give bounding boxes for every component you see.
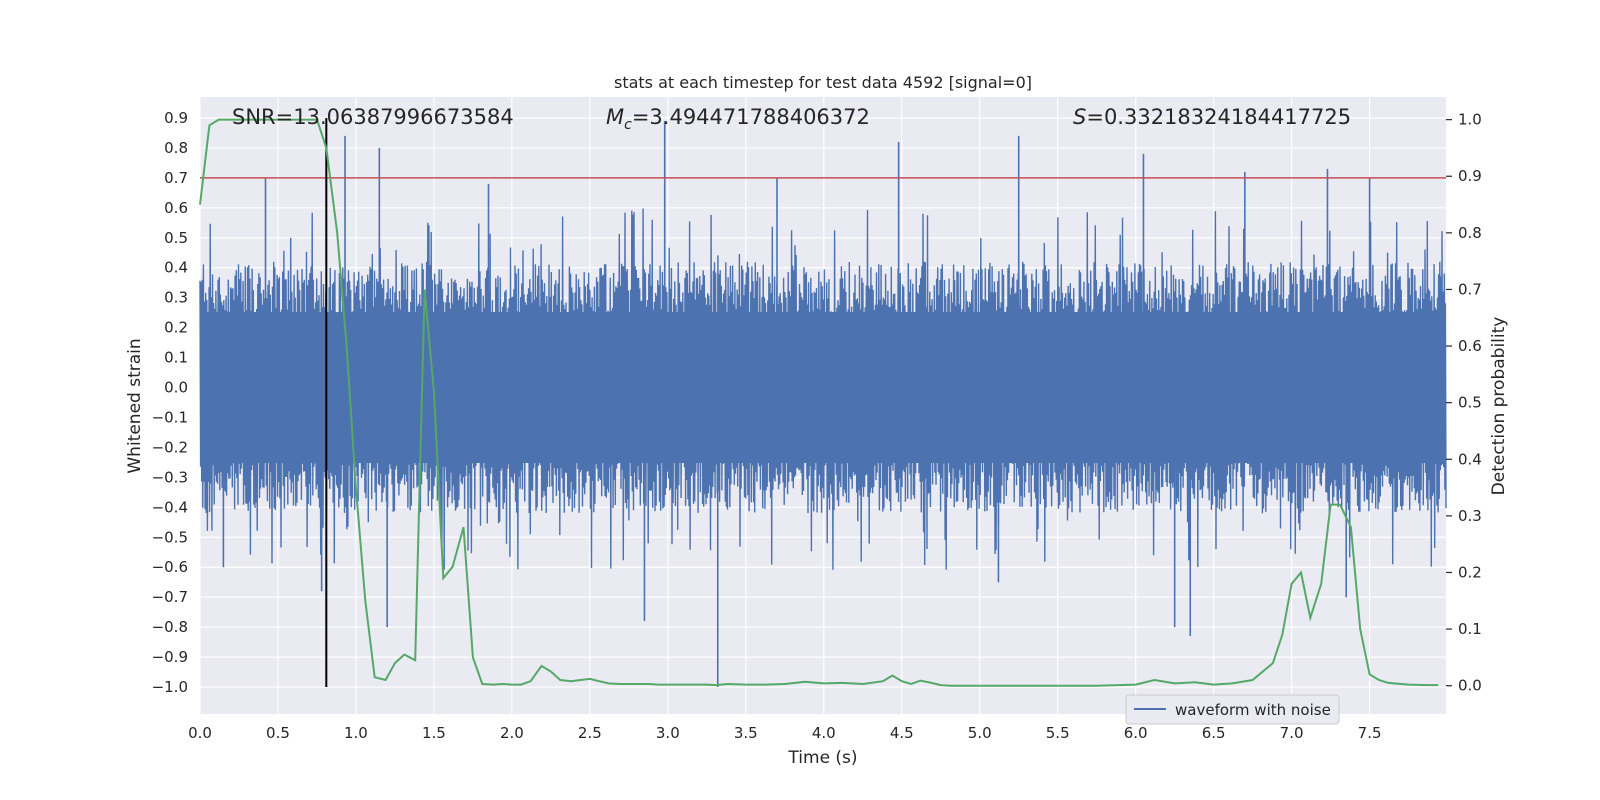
y-tick-label-left: 0.0 bbox=[164, 379, 188, 397]
y-tick-label-right: 1.0 bbox=[1458, 111, 1482, 129]
y-tick-label-left: 0.8 bbox=[164, 139, 188, 157]
x-tick-label: 5.0 bbox=[968, 724, 992, 742]
y-tick-label-left: 0.6 bbox=[164, 199, 188, 217]
y-tick-label-left: 0.5 bbox=[164, 229, 188, 247]
y-tick-label-left: 0.3 bbox=[164, 289, 188, 307]
y-tick-label-left: 0.2 bbox=[164, 319, 188, 337]
x-tick-label: 4.0 bbox=[812, 724, 836, 742]
y-tick-label-left: −0.5 bbox=[152, 528, 188, 546]
legend-box bbox=[1125, 694, 1340, 725]
x-tick-label: 0.0 bbox=[188, 724, 212, 742]
x-tick-label: 7.0 bbox=[1280, 724, 1304, 742]
y-tick-label-right: 0.9 bbox=[1458, 167, 1482, 185]
x-tick-label: 3.0 bbox=[656, 724, 680, 742]
y-tick-label-left: −0.1 bbox=[152, 408, 188, 426]
y-tick-label-left: −0.7 bbox=[152, 588, 188, 606]
x-tick-label: 1.5 bbox=[422, 724, 446, 742]
overlays bbox=[200, 117, 1446, 688]
x-axis-label: Time (s) bbox=[787, 748, 857, 768]
y-tick-label-right: 0.0 bbox=[1458, 677, 1482, 695]
s-symbol: S bbox=[1073, 105, 1086, 129]
y-tick-label-left: 0.7 bbox=[164, 169, 188, 187]
y-tick-label-right: 0.5 bbox=[1458, 394, 1482, 412]
x-tick-label: 0.5 bbox=[266, 724, 290, 742]
axis-ticks: 0.0 0.5 1.0 1.5 2.0 2.5 3.0 3.5 4.0 4.5 5.0 5.5 6.0 6… bbox=[152, 109, 1482, 742]
y-axis-label-right: Detection probability bbox=[1489, 317, 1509, 496]
x-tick-label: 1.0 bbox=[344, 724, 368, 742]
s-annotation: S=0.33218324184417725 bbox=[1073, 105, 1351, 129]
x-tick-label: 2.5 bbox=[578, 724, 602, 742]
x-tick-label: 2.0 bbox=[500, 724, 524, 742]
y-tick-label-right: 0.4 bbox=[1458, 450, 1482, 468]
y-tick-label-right: 0.7 bbox=[1458, 280, 1482, 298]
y-tick-label-left: 0.9 bbox=[164, 109, 188, 127]
strain-series bbox=[199, 120, 1447, 688]
snr-annotation: SNR=13.06387996673584 bbox=[232, 105, 514, 129]
y-tick-label-left: −0.3 bbox=[152, 468, 188, 486]
y-tick-label-right: 0.1 bbox=[1458, 620, 1482, 638]
x-tick-label: 3.5 bbox=[734, 724, 758, 742]
x-tick-label: 4.5 bbox=[890, 724, 914, 742]
waveform-core bbox=[200, 312, 1446, 464]
chirp-mass-annotation: Mc=3.494471788406372 bbox=[606, 105, 870, 133]
y-tick-label-left: 0.4 bbox=[164, 259, 188, 277]
y-tick-label-right: 0.3 bbox=[1458, 507, 1482, 525]
chirp-mass-value: =3.494471788406372 bbox=[632, 105, 870, 129]
x-tick-label: 6.0 bbox=[1124, 724, 1148, 742]
y-tick-label-left: −0.4 bbox=[152, 498, 188, 516]
x-tick-label: 5.5 bbox=[1046, 724, 1070, 742]
y-tick-label-left: −0.9 bbox=[152, 648, 188, 666]
detection-probability-line bbox=[199, 118, 1439, 687]
x-tick-label: 7.5 bbox=[1358, 724, 1382, 742]
y-tick-label-right: 0.6 bbox=[1458, 337, 1482, 355]
y-tick-label-right: 0.2 bbox=[1458, 563, 1482, 581]
y-tick-label-left: −1.0 bbox=[152, 678, 188, 696]
chart-title: stats at each timestep for test data 459… bbox=[614, 73, 1032, 92]
y-axis-label-left: Whitened strain bbox=[125, 338, 145, 473]
y-tick-label-left: −0.6 bbox=[152, 558, 188, 576]
y-tick-label-left: −0.2 bbox=[152, 438, 188, 456]
probability-series bbox=[199, 118, 1439, 687]
legend: waveform with noise bbox=[1125, 694, 1340, 725]
x-tick-label: 6.5 bbox=[1202, 724, 1226, 742]
y-tick-label-left: −0.8 bbox=[152, 618, 188, 636]
y-tick-label-left: 0.1 bbox=[164, 349, 188, 367]
chirp-mass-subscript: c bbox=[624, 117, 632, 133]
legend-label-waveform: waveform with noise bbox=[1175, 701, 1331, 719]
chirp-mass-symbol: M bbox=[606, 105, 624, 129]
y-tick-label-right: 0.8 bbox=[1458, 224, 1482, 242]
s-value: =0.33218324184417725 bbox=[1086, 105, 1351, 129]
